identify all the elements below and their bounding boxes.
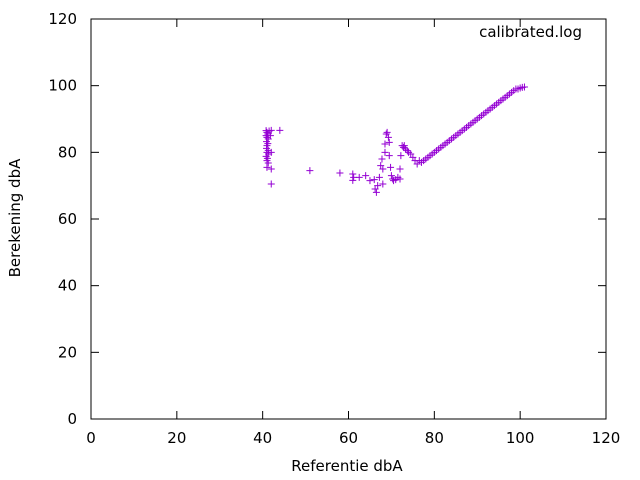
x-tick-label: 120: [592, 429, 621, 447]
data-point: [267, 148, 275, 156]
data-point: [355, 173, 363, 181]
axis-ticks: [90, 18, 607, 420]
y-tick-label: 40: [58, 277, 77, 295]
x-tick-label: 0: [86, 429, 96, 447]
y-tick-label: 60: [58, 210, 77, 228]
data-point: [379, 180, 387, 188]
data-point: [366, 177, 374, 185]
data-point: [385, 138, 393, 146]
x-tick-label: 100: [506, 429, 535, 447]
data-point: [276, 126, 284, 134]
data-point: [403, 147, 411, 155]
data-point: [389, 175, 397, 183]
data-point: [396, 165, 404, 173]
data-point: [266, 132, 274, 140]
x-tick-label: 60: [339, 429, 358, 447]
legend: calibrated.log: [479, 23, 582, 41]
plot-area: [90, 18, 607, 420]
x-tick-label: 80: [425, 429, 444, 447]
data-point: [267, 126, 275, 134]
legend-label: calibrated.log: [479, 23, 582, 41]
data-point: [387, 163, 395, 171]
data-point: [362, 172, 370, 180]
data-point: [385, 152, 393, 160]
data-points: [262, 83, 528, 196]
y-tick-label: 80: [58, 143, 77, 161]
data-point: [374, 182, 382, 190]
data-point: [383, 128, 391, 136]
data-point: [402, 145, 410, 153]
data-point: [384, 133, 392, 141]
y-tick-labels: 0 20 40 60 80 100 120: [48, 10, 77, 428]
data-point: [375, 173, 383, 181]
data-point: [379, 165, 387, 173]
data-point: [306, 167, 314, 175]
y-axis-label: Berekening dbA: [6, 158, 24, 277]
data-point: [349, 176, 357, 184]
y-tick-label: 0: [67, 410, 77, 428]
data-point: [264, 159, 272, 167]
data-point: [396, 175, 404, 183]
data-point: [372, 188, 380, 196]
x-tick-label: 40: [253, 429, 272, 447]
data-point: [336, 169, 344, 177]
y-tick-label: 100: [48, 77, 77, 95]
x-axis-label: Referentie dbA: [291, 457, 403, 475]
data-point: [349, 170, 357, 178]
data-point: [267, 180, 275, 188]
data-point: [520, 83, 528, 91]
x-tick-label: 20: [167, 429, 186, 447]
y-tick-label: 120: [48, 10, 77, 28]
data-point: [400, 142, 408, 150]
x-tick-labels: 0 20 40 60 80 100 120: [86, 429, 620, 447]
data-point: [370, 176, 378, 184]
data-point: [381, 148, 389, 156]
data-point: [378, 155, 386, 163]
data-point: [387, 172, 395, 180]
data-point: [263, 163, 271, 171]
y-tick-label: 20: [58, 343, 77, 361]
data-point: [267, 165, 275, 173]
data-point: [381, 140, 389, 148]
data-point: [397, 152, 405, 160]
